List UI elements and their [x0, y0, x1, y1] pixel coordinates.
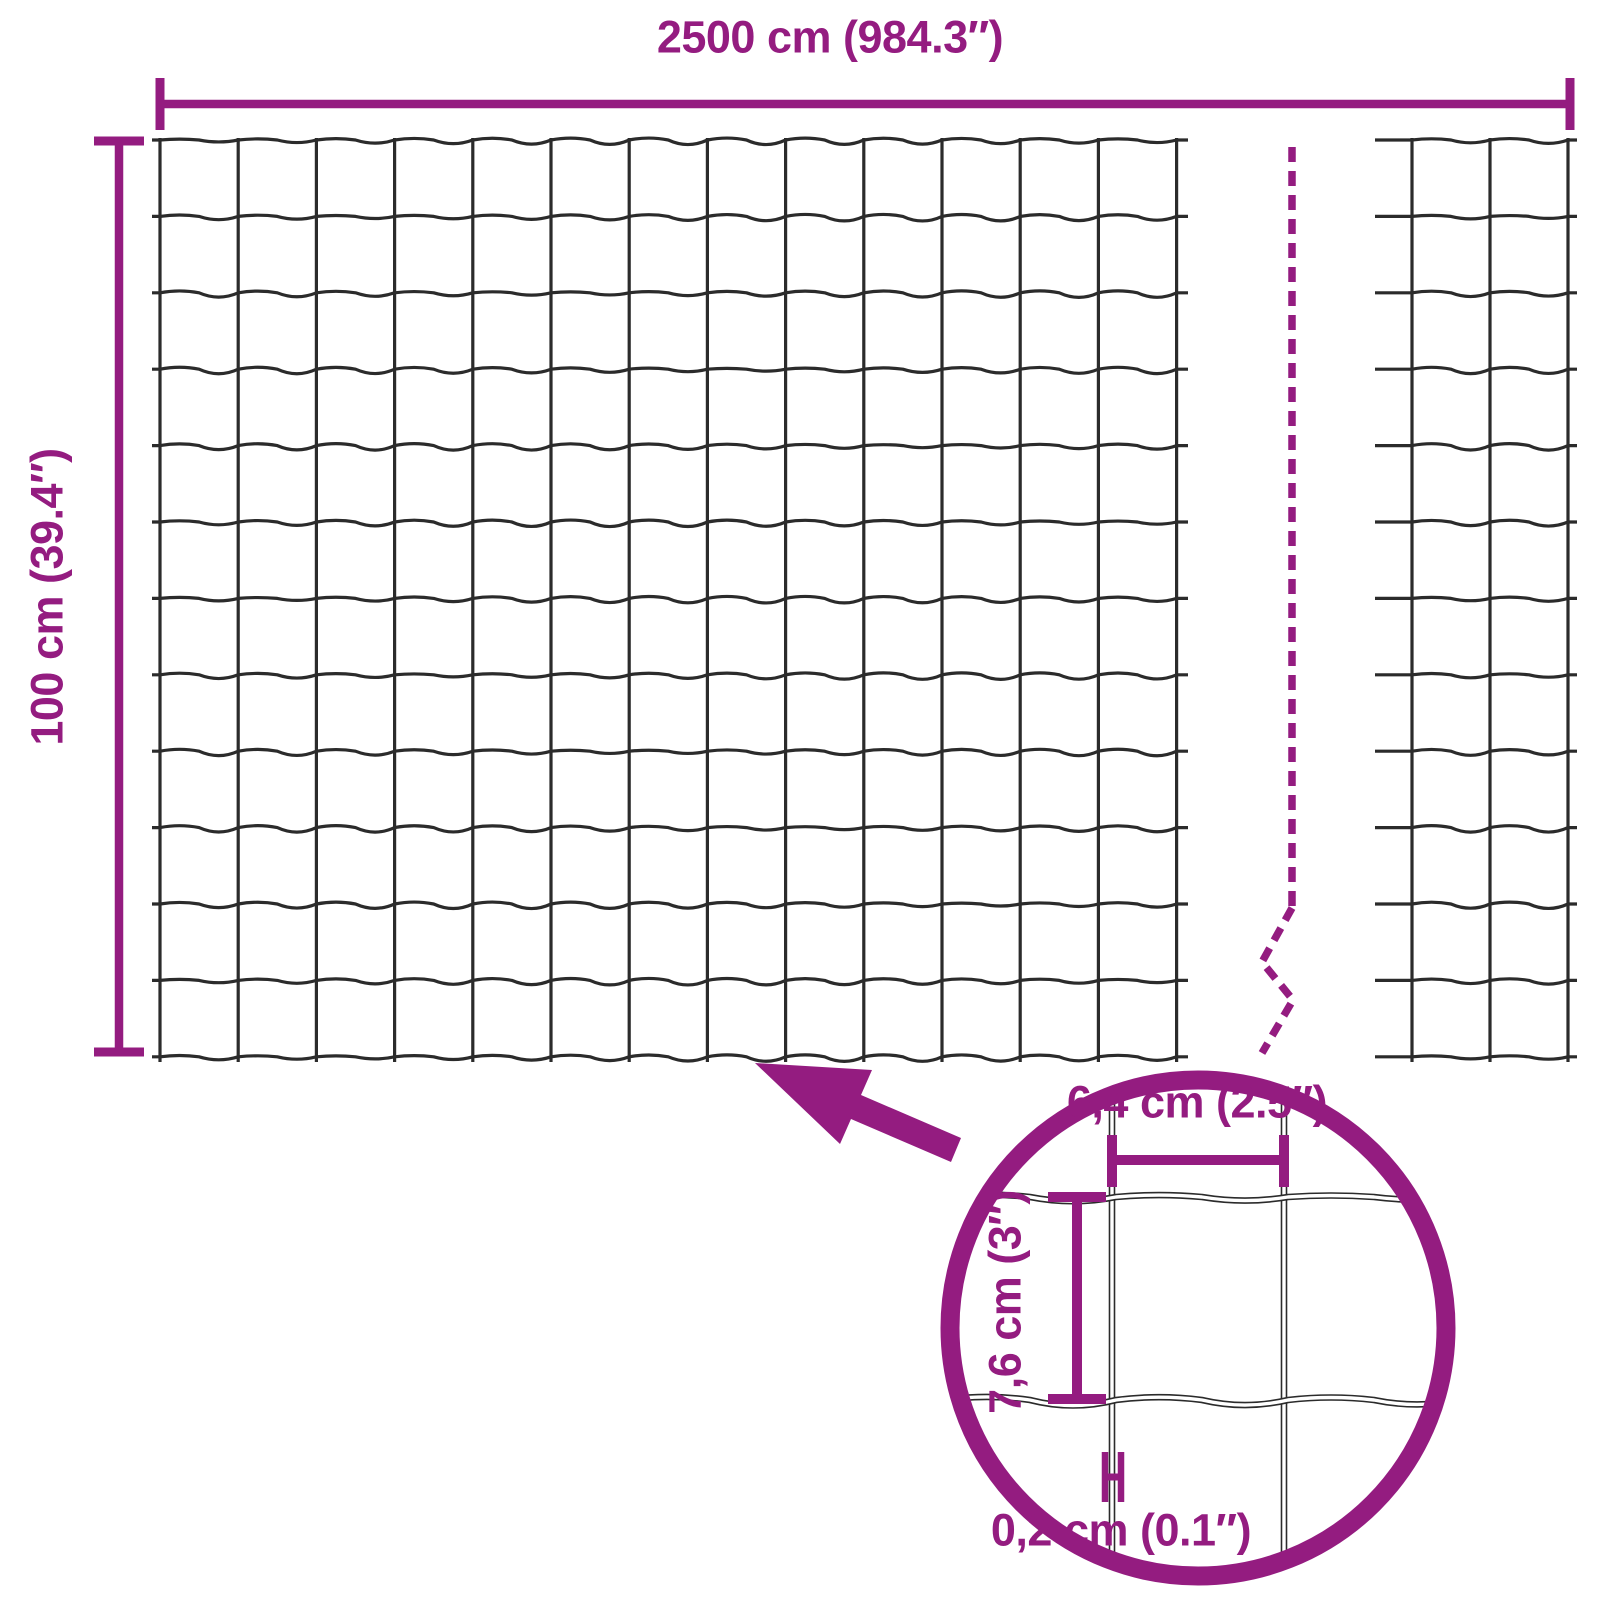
width-dimension-line — [155, 78, 1575, 130]
magnifier-circle — [940, 1070, 1456, 1586]
detail-dimension-lines — [1048, 1135, 1289, 1502]
detail-mesh-height-label: 7,6 cm (3″) — [979, 1190, 1031, 1414]
mesh-panel-main — [152, 136, 1188, 1063]
mesh-panel-continuation — [1375, 136, 1577, 1062]
height-dimension-line — [94, 136, 144, 1057]
break-line-dashed — [1257, 147, 1298, 1055]
total-width-label: 2500 cm (984.3″) — [656, 11, 1004, 63]
detail-mesh-width-label: 6,4 cm (2.5″) — [1066, 1076, 1328, 1128]
detail-wire-thickness-label: 0,2 cm (0.1″) — [990, 1504, 1252, 1556]
zoom-arrow — [755, 1063, 961, 1162]
total-height-label: 100 cm (39.4″) — [21, 448, 73, 746]
